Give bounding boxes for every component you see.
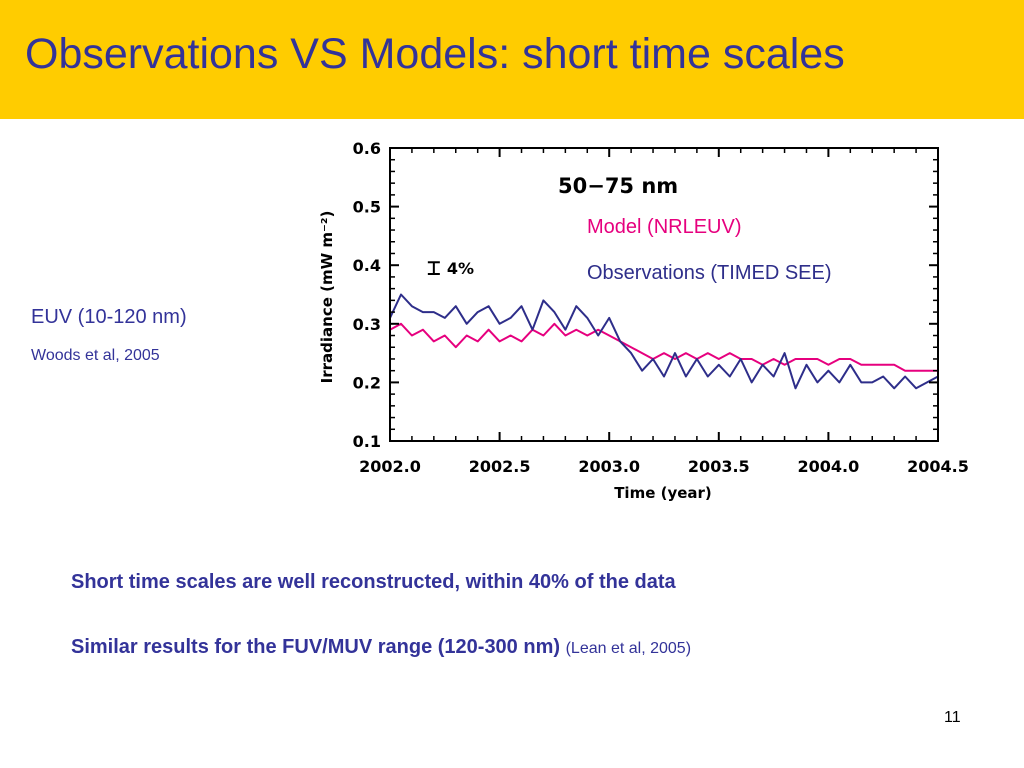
page-number: 11 <box>944 709 961 726</box>
x-tick-label: 2002.0 <box>359 457 421 476</box>
x-tick-label: 2004.5 <box>907 457 969 476</box>
legend-model: Model (NRLEUV) <box>587 216 742 238</box>
x-tick-label: 2003.5 <box>688 457 750 476</box>
error-bar-label: 4% <box>447 259 474 278</box>
y-tick-label: 0.2 <box>353 373 381 392</box>
slide-title: Observations VS Models: short time scale… <box>25 30 845 78</box>
x-tick-label: 2003.0 <box>578 457 640 476</box>
side-label: EUV (10-120 nm) <box>31 306 187 328</box>
bullet-2: Similar results for the FUV/MUV range (1… <box>71 636 691 659</box>
legend-observations: Observations (TIMED SEE) <box>587 262 832 284</box>
series-line-1 <box>389 293 939 390</box>
bullet-1: Short time scales are well reconstructed… <box>71 571 676 594</box>
bullet-1-text: Short time scales are well reconstructed… <box>71 571 676 593</box>
y-tick-label: 0.6 <box>353 139 381 158</box>
series-line-0 <box>389 322 938 372</box>
y-tick-label: 0.5 <box>353 198 381 217</box>
y-tick-label: 0.1 <box>353 432 381 451</box>
y-tick-label: 0.4 <box>353 256 381 275</box>
y-axis-label: Irradiance (mW m⁻²) <box>318 211 336 384</box>
chart-title: 50−75 nm <box>558 174 678 198</box>
x-tick-label: 2004.0 <box>798 457 860 476</box>
plot-frame <box>389 147 939 442</box>
y-tick-label: 0.3 <box>353 315 381 334</box>
title-banner <box>0 0 1024 119</box>
x-tick-label: 2002.5 <box>469 457 531 476</box>
side-citation: Woods et al, 2005 <box>31 347 160 364</box>
x-axis-label: Time (year) <box>614 484 712 502</box>
bullet-2-reference: (Lean et al, 2005) <box>565 640 692 657</box>
bullet-2-text: Similar results for the FUV/MUV range (1… <box>71 636 561 658</box>
error-bar: 4% <box>427 259 474 278</box>
